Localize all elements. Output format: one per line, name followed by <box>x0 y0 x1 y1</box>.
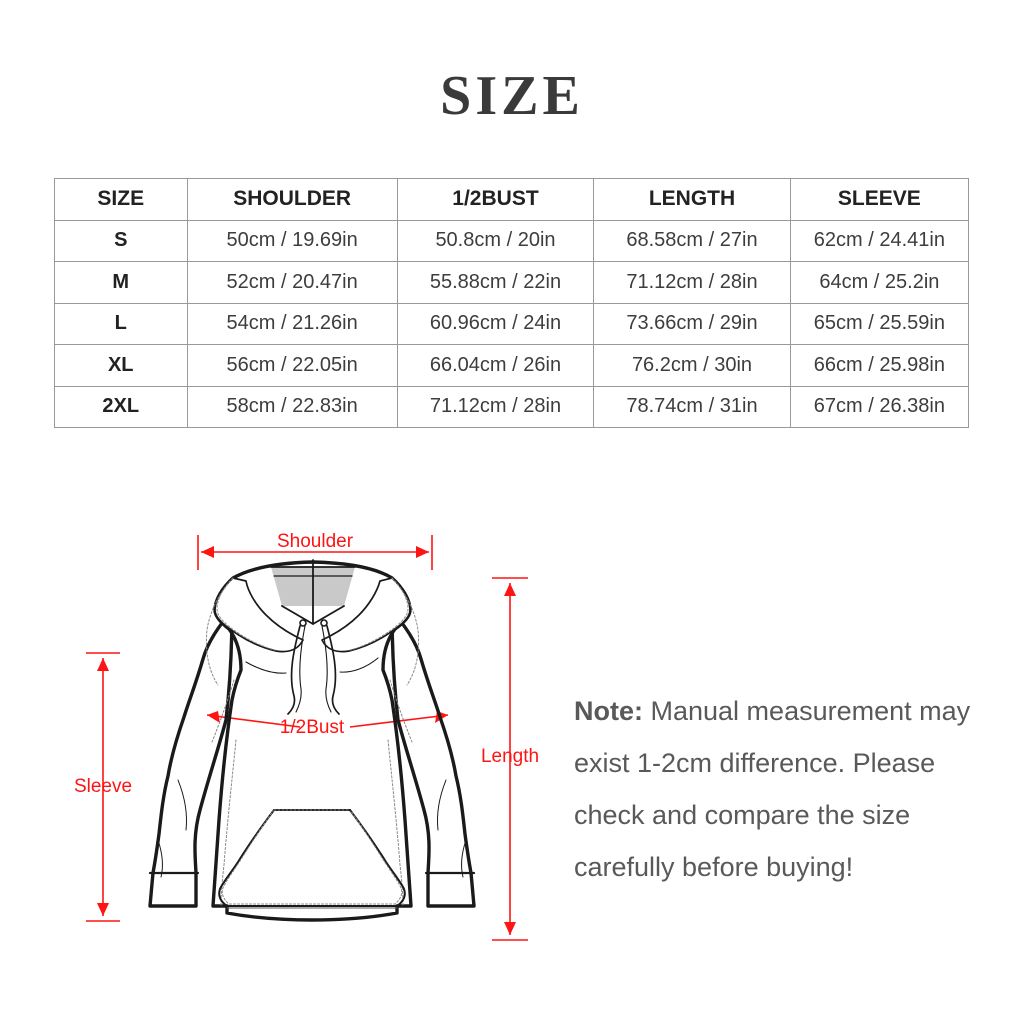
svg-text:Sleeve: Sleeve <box>74 776 132 797</box>
svg-text:Length: Length <box>481 746 539 767</box>
svg-text:Shoulder: Shoulder <box>277 531 354 552</box>
svg-text:1/2Bust: 1/2Bust <box>280 717 345 738</box>
